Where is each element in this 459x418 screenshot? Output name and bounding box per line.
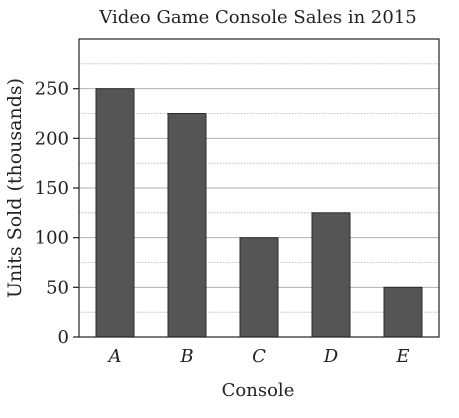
x-tick-label: B	[179, 346, 193, 367]
bar-b	[167, 113, 207, 338]
y-tick-label: 250	[35, 79, 69, 100]
y-axis-label: Units Sold (thousands)	[4, 78, 26, 298]
x-ticks: A B C D E	[107, 346, 410, 367]
x-tick-label: C	[252, 346, 266, 367]
bar-a	[95, 88, 135, 338]
y-tick-label: 200	[35, 128, 69, 149]
bar-c	[239, 237, 279, 338]
x-tick-label: D	[323, 346, 339, 367]
chart-title: Video Game Console Sales in 2015	[98, 7, 416, 28]
gridlines	[79, 63, 439, 313]
bar-e	[383, 286, 423, 338]
y-tick-label: 100	[35, 228, 69, 249]
x-tick-label: A	[107, 346, 122, 367]
bars	[95, 88, 423, 338]
y-ticks: 0 50 100 150 200 250	[35, 79, 79, 348]
bar-d	[311, 212, 351, 338]
y-tick-label: 0	[58, 327, 69, 348]
x-tick-label: E	[395, 346, 409, 367]
x-axis-label: Console	[222, 380, 295, 401]
y-tick-label: 150	[35, 178, 69, 199]
y-tick-label: 50	[46, 277, 69, 298]
